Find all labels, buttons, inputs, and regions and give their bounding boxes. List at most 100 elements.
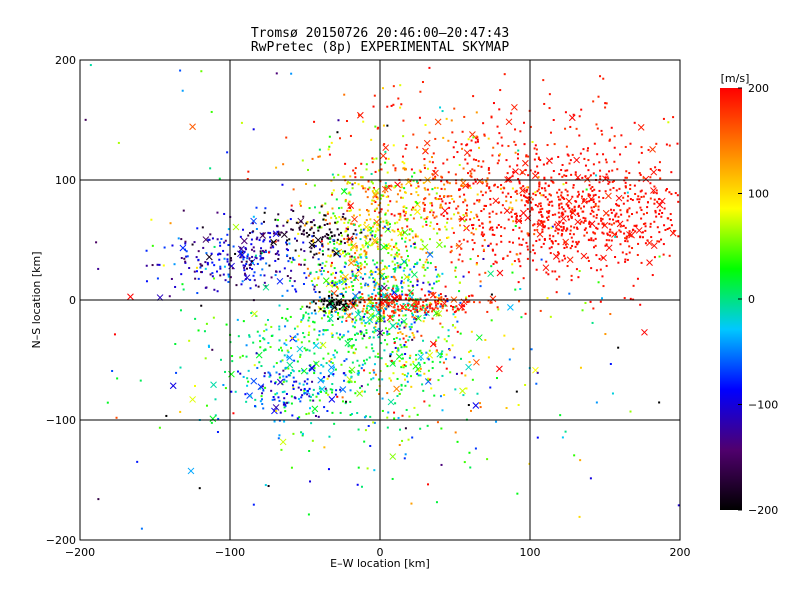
- data-point: [370, 273, 373, 276]
- data-point: [324, 311, 327, 314]
- data-point: [417, 374, 420, 377]
- data-point: [343, 255, 346, 258]
- data-point: [295, 340, 298, 343]
- data-point: [439, 322, 442, 325]
- data-point: [370, 202, 373, 205]
- data-point: [450, 119, 453, 122]
- data-point: [249, 395, 252, 398]
- data-point: [313, 309, 316, 312]
- data-point: [599, 169, 602, 172]
- data-point: [584, 301, 587, 304]
- data-point: [380, 194, 383, 197]
- data-point: [400, 186, 403, 189]
- data-point: [249, 266, 252, 269]
- data-point: [532, 244, 535, 247]
- data-point: [426, 261, 429, 264]
- data-point: [575, 127, 578, 130]
- data-point: [412, 305, 415, 308]
- data-point: [260, 257, 263, 260]
- data-point: [259, 387, 262, 390]
- data-point: [324, 202, 327, 205]
- data-point: [399, 428, 402, 431]
- data-point: [361, 244, 364, 247]
- data-point: [564, 111, 567, 114]
- data-point: [390, 359, 393, 362]
- data-point: [349, 255, 352, 258]
- data-point: [334, 281, 337, 284]
- data-point-x: [281, 231, 288, 238]
- data-point: [450, 305, 453, 308]
- data-point: [432, 227, 435, 230]
- data-point: [461, 304, 464, 307]
- data-point: [469, 466, 472, 469]
- data-point: [514, 288, 517, 291]
- data-point: [250, 260, 253, 263]
- data-point: [298, 226, 301, 229]
- data-point: [472, 136, 475, 139]
- data-point: [380, 208, 383, 211]
- data-point: [454, 326, 457, 329]
- data-point: [576, 178, 579, 181]
- data-point: [184, 260, 187, 263]
- data-point: [619, 243, 622, 246]
- data-point: [350, 346, 353, 349]
- data-point: [598, 257, 601, 260]
- data-point: [567, 205, 570, 208]
- data-point: [340, 363, 343, 366]
- data-point: [305, 349, 308, 352]
- data-point: [163, 246, 166, 249]
- data-point: [316, 226, 319, 229]
- data-point: [377, 327, 380, 330]
- data-point: [350, 258, 353, 261]
- data-point: [543, 187, 546, 190]
- data-point: [309, 396, 312, 399]
- data-point: [338, 316, 341, 319]
- data-point: [441, 326, 444, 329]
- data-point: [544, 189, 547, 192]
- data-point: [371, 182, 374, 185]
- data-point: [409, 228, 412, 231]
- data-point: [591, 321, 594, 324]
- data-point: [345, 400, 348, 403]
- data-point: [402, 210, 405, 213]
- data-point: [331, 249, 334, 252]
- data-point: [350, 222, 353, 225]
- data-point: [328, 435, 331, 438]
- data-point: [255, 257, 258, 260]
- data-point: [338, 207, 341, 210]
- data-point: [601, 218, 604, 221]
- data-point: [368, 276, 371, 279]
- data-point: [300, 248, 303, 251]
- data-point: [533, 147, 536, 150]
- data-point: [533, 158, 536, 161]
- data-point: [269, 232, 272, 235]
- data-point: [610, 211, 613, 214]
- data-point: [261, 268, 264, 271]
- data-point: [344, 283, 347, 286]
- data-point: [532, 249, 535, 252]
- data-point: [308, 233, 311, 236]
- data-point: [426, 424, 429, 427]
- data-point: [469, 174, 472, 177]
- data-point-x: [635, 227, 643, 234]
- data-point: [443, 394, 446, 397]
- data-point: [617, 261, 620, 264]
- data-point: [364, 273, 367, 276]
- data-point: [404, 218, 407, 221]
- data-point: [394, 290, 397, 293]
- data-point: [562, 208, 565, 211]
- data-point: [539, 210, 542, 213]
- data-point: [321, 262, 324, 265]
- data-point: [419, 90, 422, 93]
- data-point: [509, 195, 512, 198]
- data-point: [365, 263, 368, 266]
- data-point: [500, 240, 503, 243]
- data-point: [259, 252, 262, 255]
- data-point-x: [605, 244, 613, 252]
- data-point: [536, 165, 539, 168]
- data-point: [314, 312, 317, 315]
- data-point: [283, 390, 286, 393]
- data-point: [306, 267, 309, 270]
- data-point: [267, 341, 270, 344]
- data-point: [398, 327, 401, 330]
